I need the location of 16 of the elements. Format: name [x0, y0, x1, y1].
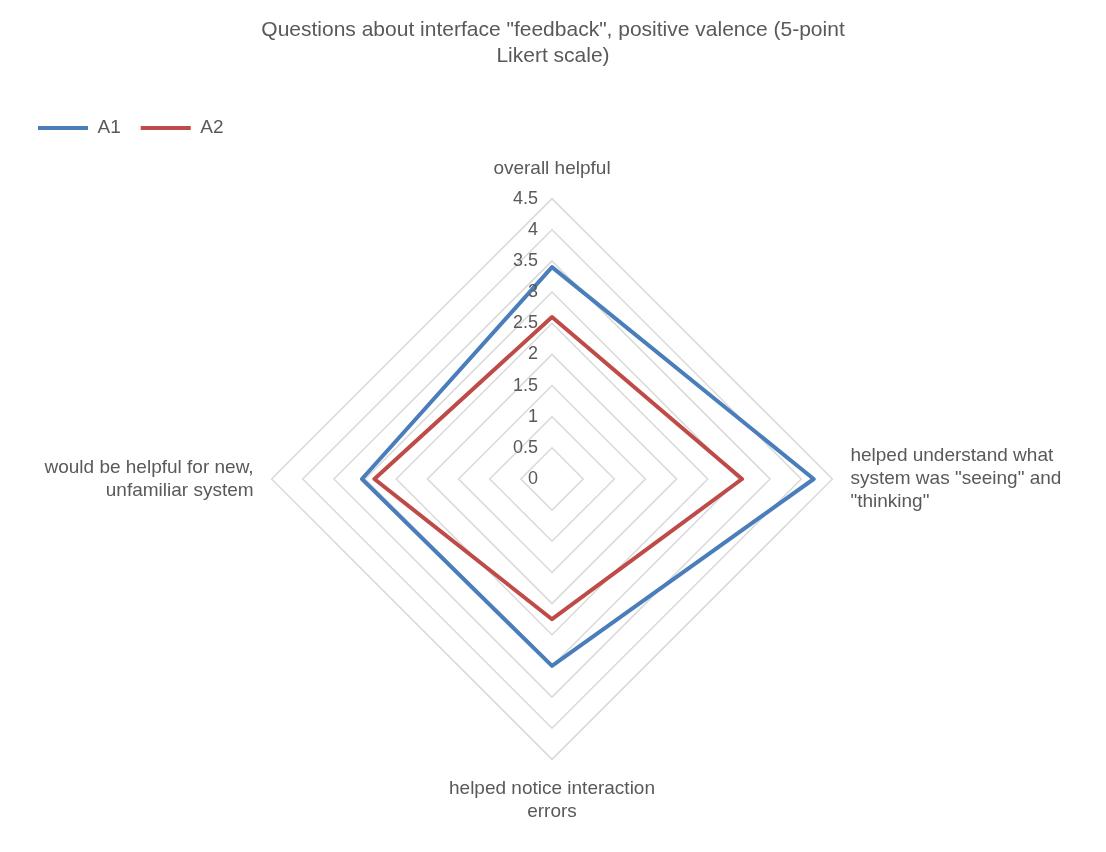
spoke-label: overall helpful — [493, 157, 611, 179]
y-tick-label: 4 — [527, 218, 538, 239]
chart-title: Questions about interface "feedback", positive valence (5-point Likert scale) — [261, 17, 845, 66]
y-tick-label: 2 — [527, 343, 538, 364]
y-tick-label: 1 — [527, 405, 538, 426]
y-tick-label: 0.5 — [512, 436, 538, 457]
y-tick-label: 0 — [527, 467, 538, 488]
legend-label: A1 — [97, 116, 121, 138]
y-tick-label: 2.5 — [512, 312, 538, 333]
y-tick-label: 3.5 — [512, 249, 538, 270]
y-tick-label: 1.5 — [512, 374, 538, 395]
spoke-label: helped understand what system was "seeing" and "thinking" — [850, 444, 1062, 512]
legend-label: A2 — [200, 116, 224, 138]
y-tick-label: 4.5 — [512, 187, 538, 208]
spoke-label: helped notice interaction errors — [449, 777, 655, 821]
spoke-label: would be helpful for new, unfamiliar system — [43, 455, 254, 500]
